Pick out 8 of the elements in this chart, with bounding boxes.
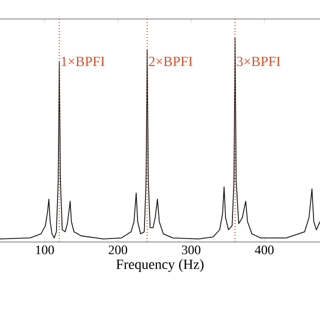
ref-line-label: 1×BPFI	[62, 56, 104, 66]
x-axis-title: Frequency (Hz)	[116, 259, 204, 272]
x-tick-label: 400	[254, 246, 274, 254]
ref-line-label: 3×BPFI	[236, 56, 280, 66]
ref-line-label: 2×BPFI	[149, 56, 192, 66]
x-tick-label: 100	[36, 246, 54, 254]
x-tick-label: 200	[108, 246, 128, 254]
x-tick-label: 300	[182, 246, 200, 254]
